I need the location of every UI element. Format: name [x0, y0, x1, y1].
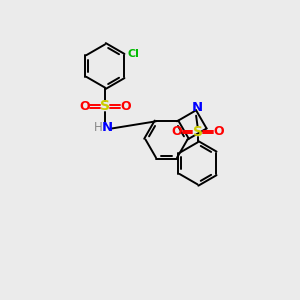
- Text: O: O: [213, 125, 224, 138]
- Text: O: O: [172, 125, 182, 138]
- Text: O: O: [120, 100, 131, 113]
- Text: N: N: [101, 121, 113, 134]
- Text: S: S: [100, 99, 110, 113]
- Text: H: H: [94, 121, 103, 134]
- Text: N: N: [192, 101, 203, 114]
- Text: O: O: [79, 100, 90, 113]
- Text: S: S: [193, 125, 202, 139]
- Text: Cl: Cl: [127, 49, 139, 59]
